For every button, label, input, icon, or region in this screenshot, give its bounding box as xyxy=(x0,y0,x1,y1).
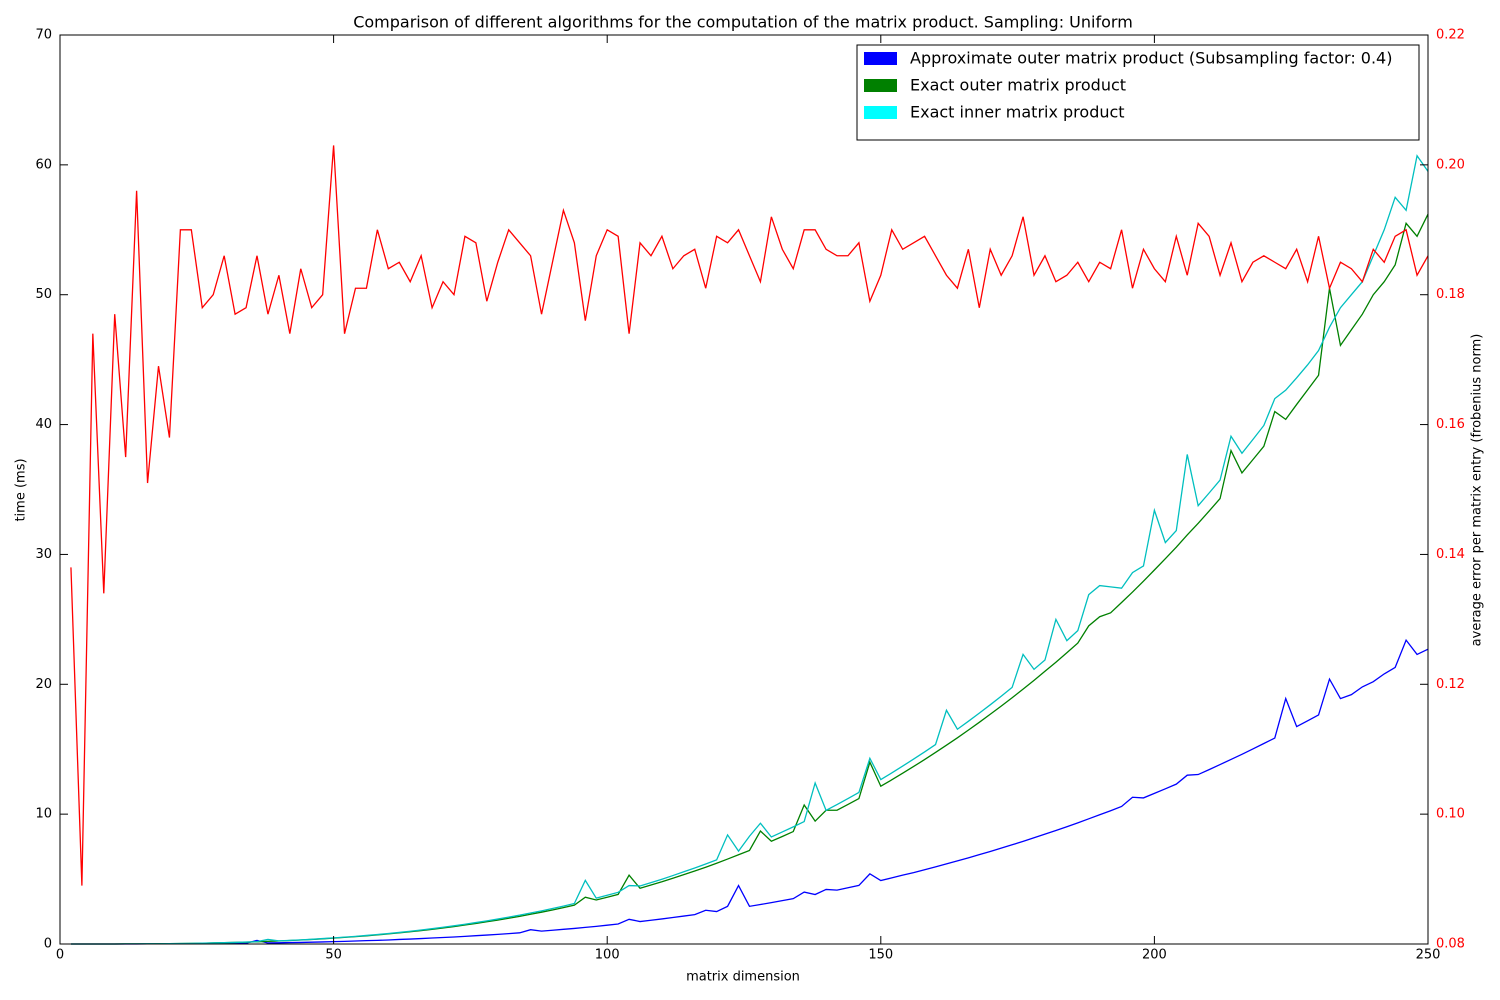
legend-label: Approximate outer matrix product (Subsam… xyxy=(910,49,1392,68)
series-line xyxy=(70,145,1429,886)
x-tick-label: 50 xyxy=(325,948,342,963)
y-tick-label: 60 xyxy=(35,157,52,172)
y-tick-label: 70 xyxy=(35,28,52,43)
y-tick-label: 30 xyxy=(35,547,52,562)
x-axis-label: matrix dimension xyxy=(686,970,800,985)
x-tick-label: 250 xyxy=(1416,948,1441,963)
legend-swatch xyxy=(864,52,897,65)
y-tick-label: 40 xyxy=(35,417,52,432)
x-tick-label: 200 xyxy=(1142,948,1167,963)
y2-tick-label: 0.12 xyxy=(1436,677,1465,692)
legend-swatch xyxy=(864,106,897,119)
y2-tick-label: 0.20 xyxy=(1436,157,1465,172)
legend-label: Exact inner matrix product xyxy=(910,103,1125,122)
y2-tick-label: 0.10 xyxy=(1436,807,1465,822)
legend-box xyxy=(856,44,1420,141)
y2-tick-label: 0.16 xyxy=(1436,417,1465,432)
y-tick-label: 20 xyxy=(35,677,52,692)
legend-swatch xyxy=(864,79,897,92)
y2-axis-label: average error per matrix entry (frobeniu… xyxy=(1470,334,1485,647)
plot-frame xyxy=(59,34,1429,945)
series-line xyxy=(70,638,1429,945)
y-axis-label: time (ms) xyxy=(14,458,29,521)
y-tick-label: 10 xyxy=(35,807,52,822)
x-tick-label: 0 xyxy=(56,948,64,963)
y-tick-label: 50 xyxy=(35,287,52,302)
y-tick-label: 0 xyxy=(44,937,52,952)
y2-tick-label: 0.22 xyxy=(1436,28,1465,43)
x-tick-label: 100 xyxy=(595,948,620,963)
x-tick-label: 150 xyxy=(868,948,893,963)
chart-title: Comparison of different algorithms for t… xyxy=(353,13,1133,32)
series-line xyxy=(70,154,1429,945)
legend-label: Exact outer matrix product xyxy=(910,76,1126,95)
y2-tick-label: 0.18 xyxy=(1436,287,1465,302)
y2-tick-label: 0.14 xyxy=(1436,547,1465,562)
y2-tick-label: 0.08 xyxy=(1436,937,1465,952)
series-line xyxy=(70,213,1429,945)
